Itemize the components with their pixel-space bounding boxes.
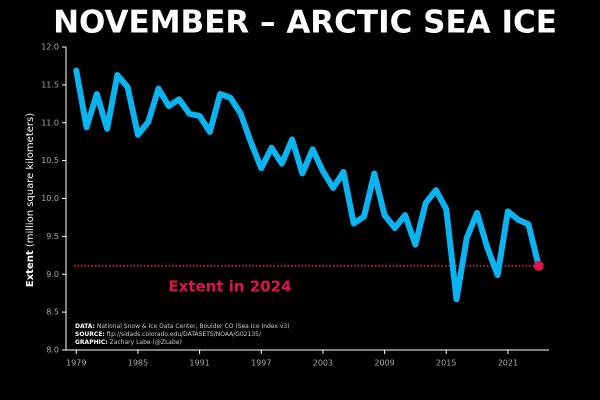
x-tick-label: 1979 [66,359,86,368]
last-point [533,260,544,271]
credit: SOURCE: ftp://sidads.colorado.edu/DATASE… [75,331,262,338]
x-tick-label: 1985 [128,359,148,368]
y-tick-label: 10.5 [41,156,59,165]
x-tick-label: 2021 [498,359,518,368]
x-tick-label: 2015 [436,359,456,368]
credit-text: National Snow & Ice Data Center, Boulder… [97,323,290,330]
y-axis-label-bold: Extent [25,250,36,287]
credit-label: GRAPHIC: [75,339,108,346]
credit-label: DATA: [75,323,95,330]
y-axis-label-rest: (million square kilometers) [25,113,36,247]
data-line [73,67,542,303]
x-tick-label: 1997 [251,359,271,368]
y-tick-label: 12.0 [41,43,59,52]
y-tick-label: 10.0 [41,194,59,203]
y-tick-label: 8.5 [46,308,59,317]
credit-text: ftp://sidads.colorado.edu/DATASETS/NOAA/… [107,331,262,338]
y-tick-label: 9.5 [46,232,59,241]
y-axis-label: Extent (million square kilometers) [25,113,36,287]
y-tick-label: 9.0 [46,270,59,279]
credit: GRAPHIC: Zachary Labe (@ZLabe) [75,339,182,346]
y-tick-label: 11.5 [41,80,59,89]
annotation: Extent in 2024 [168,278,291,296]
x-tick-label: 1991 [189,359,209,368]
x-tick-label: 2003 [313,359,333,368]
chart-title: NOVEMBER – ARCTIC SEA ICE [53,5,557,41]
credit-label: SOURCE: [75,331,105,338]
x-tick-label: 2009 [374,359,394,368]
y-tick-label: 11.0 [41,118,59,127]
credit-text: Zachary Labe (@ZLabe) [110,339,182,346]
y-tick-label: 8.0 [46,346,59,355]
credit: DATA: National Snow & Ice Data Center, B… [75,323,290,330]
